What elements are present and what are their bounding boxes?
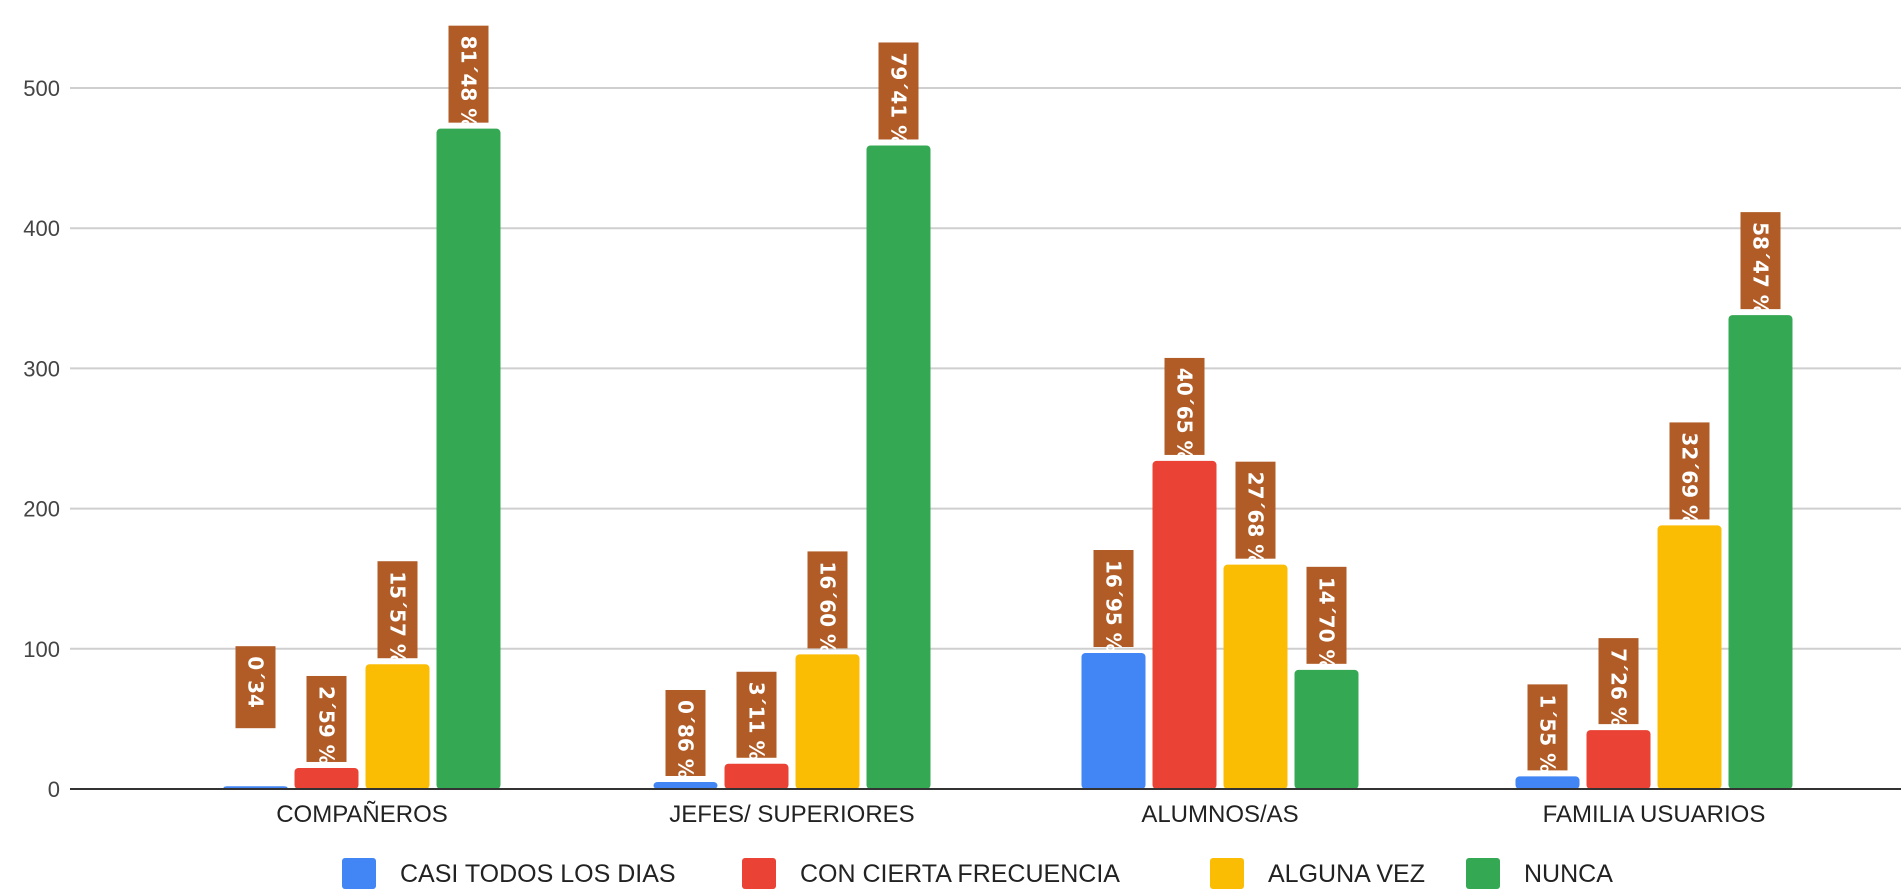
bar-3-0 [1515,776,1580,789]
data-label-text: 2´59 % [315,686,339,765]
data-label-1-3: 79´41 % [878,42,919,145]
x-category-label: FAMILIA USUARIOS [1543,801,1766,828]
x-category-label: COMPAÑEROS [276,801,448,828]
data-label-box [1527,684,1568,771]
data-label-box [377,561,418,659]
data-label-1-0: 0´86 % [665,689,706,779]
y-tick-label: 0 [48,777,60,802]
data-label-0-2: 15´57 % [377,561,418,664]
bar-3-1 [1586,730,1651,789]
data-label-0-1: 2´59 % [306,675,347,765]
data-label-2-2: 27´68 % [1235,461,1276,565]
y-tick-label: 100 [23,637,60,662]
data-label-text: 3´11 % [745,682,769,761]
data-label-box [807,551,848,649]
legend-swatch [742,858,776,889]
bar-3-3 [1728,315,1793,789]
data-label-text: 79´41 % [887,52,911,145]
bar-1-2 [795,654,860,789]
data-label-box [306,675,347,762]
bar-1-0 [653,781,718,789]
gridlines [70,87,1901,650]
data-label-3-3: 58´47 % [1740,212,1781,315]
bar-2-3 [1294,669,1359,789]
data-label-box [736,671,777,758]
bar-0-1 [294,767,359,789]
data-label-2-3: 14´70 % [1306,566,1347,670]
data-labels: 0´34 2´59 % 15´57 % 81´48 % 0´86 % 3´11 % 16´6… [235,25,1781,779]
legend-label: ALGUNA VEZ [1268,860,1425,888]
legend-swatch [1210,858,1244,889]
legend-label: CASI TODOS LOS DIAS [400,860,676,888]
data-label-1-2: 16´60 % [807,551,848,654]
x-category-label: JEFES/ SUPERIORES [669,801,914,828]
data-label-text: 0´86 % [674,700,698,779]
y-tick-label: 300 [23,356,60,381]
data-label-text: 16´95 % [1102,560,1126,653]
data-label-box [1740,212,1781,310]
data-label-0-0: 0´34 [235,646,276,729]
data-label-box [665,689,706,776]
data-label-0-3: 81´48 % [448,25,489,129]
legend-item-1: CON CIERTA FRECUENCIA [742,858,1120,889]
x-category-label: ALUMNOS/AS [1141,801,1298,828]
y-tick-label: 400 [23,216,60,241]
data-label-box [1306,566,1347,664]
data-label-box [1669,422,1710,520]
data-label-box [878,42,919,140]
y-axis: 0 100 200 300 400 500 [23,76,60,802]
bar-0-2 [365,664,430,789]
bar-3-2 [1657,525,1722,789]
data-label-text: 58´47 % [1749,222,1773,315]
legend-item-3: NUNCA [1466,858,1613,889]
data-label-text: 7´26 % [1607,648,1631,727]
data-label-text: 1´55 % [1536,694,1560,773]
bar-2-2 [1223,564,1288,789]
legend: CASI TODOS LOS DIAS CON CIERTA FRECUENCIA… [342,858,1613,889]
data-label-text: 14´70 % [1315,577,1339,670]
data-label-box [1235,461,1276,559]
data-label-box [1164,357,1205,455]
data-label-2-0: 16´95 % [1093,550,1134,653]
data-label-box [1598,638,1639,725]
data-label-1-1: 3´11 % [736,671,777,761]
legend-item-2: ALGUNA VEZ [1210,858,1425,889]
bar-0-3 [436,128,501,789]
x-axis: COMPAÑEROS JEFES/ SUPERIORES ALUMNOS/AS FAM… [70,788,1901,828]
data-label-3-1: 7´26 % [1598,638,1639,727]
data-label-text: 81´48 % [457,36,481,129]
data-label-text: 16´60 % [816,561,840,654]
y-tick-label: 500 [23,76,60,101]
data-label-3-2: 32´69 % [1669,422,1710,525]
data-label-box [1093,550,1134,648]
data-label-2-1: 40´65 % [1164,357,1205,461]
legend-item-0: CASI TODOS LOS DIAS [342,858,676,889]
legend-label: CON CIERTA FRECUENCIA [800,860,1120,888]
legend-swatch [1466,858,1500,889]
bar-1-3 [866,145,931,789]
data-label-3-0: 1´55 % [1527,684,1568,773]
bar-1-1 [724,763,789,789]
bar-2-0 [1081,653,1146,789]
bars [223,128,1793,789]
data-label-text: 32´69 % [1678,432,1702,525]
data-label-text: 27´68 % [1244,472,1268,565]
data-label-box [235,646,276,729]
legend-swatch [342,858,376,889]
data-label-text: 0´34 [244,656,268,708]
data-label-box [448,25,489,123]
data-label-text: 15´57 % [386,571,410,664]
legend-label: NUNCA [1524,860,1613,888]
data-label-text: 40´65 % [1173,368,1197,461]
y-tick-label: 200 [23,497,60,522]
bar-2-1 [1152,460,1217,789]
